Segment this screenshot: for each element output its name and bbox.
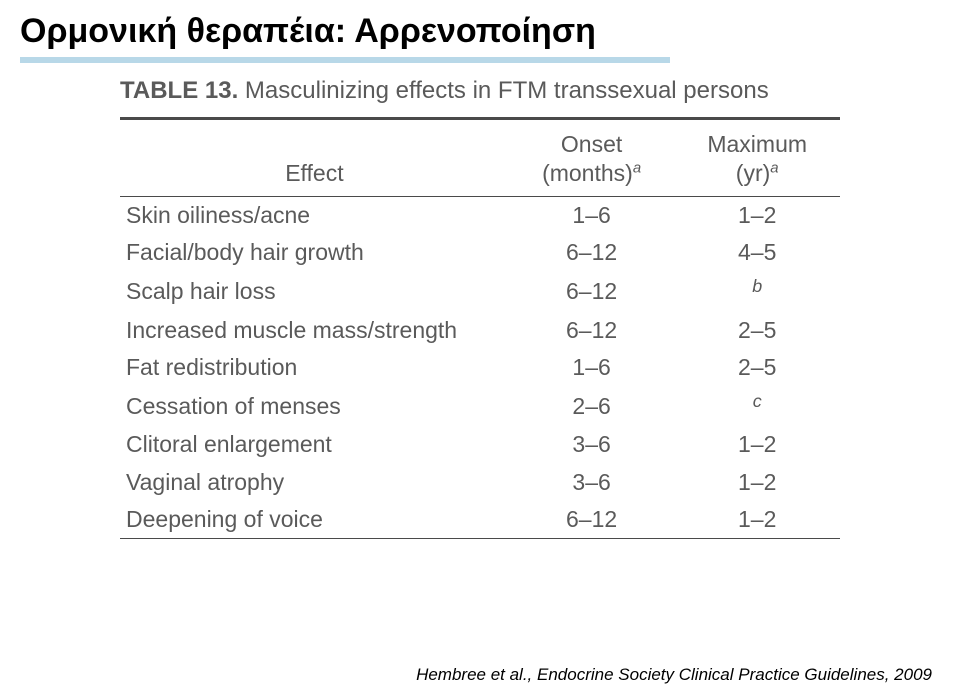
- table-row: Vaginal atrophy3–61–2: [120, 464, 840, 501]
- max-label-2: (yr): [736, 160, 770, 186]
- table-bottom-rule: [120, 538, 840, 539]
- table-container: TABLE 13. Masculinizing effects in FTM t…: [120, 75, 840, 539]
- table-caption-prefix: TABLE 13.: [120, 77, 238, 104]
- effects-table-body: Skin oiliness/acne1–61–2Facial/body hair…: [120, 197, 840, 538]
- cell-max: b: [674, 271, 840, 312]
- cell-max: 1–2: [674, 426, 840, 463]
- cell-onset: 6–12: [509, 234, 675, 271]
- footnote-marker: c: [753, 391, 762, 411]
- max-label-1: Maximum: [707, 131, 807, 157]
- table-row: Deepening of voice6–121–2: [120, 501, 840, 538]
- cell-onset: 1–6: [509, 197, 675, 234]
- effects-table: Effect Onset (months)a Maximum (yr)a: [120, 120, 840, 196]
- table-caption: TABLE 13. Masculinizing effects in FTM t…: [120, 75, 840, 117]
- title-underline: [20, 57, 670, 63]
- cell-onset: 3–6: [509, 464, 675, 501]
- cell-onset: 2–6: [509, 386, 675, 427]
- cell-onset: 6–12: [509, 501, 675, 538]
- footnote-marker: b: [752, 276, 762, 296]
- cell-max: 1–2: [674, 501, 840, 538]
- cell-effect: Scalp hair loss: [120, 271, 509, 312]
- cell-effect: Increased muscle mass/strength: [120, 312, 509, 349]
- max-sup: a: [770, 159, 778, 176]
- cell-onset: 6–12: [509, 312, 675, 349]
- cell-max: 4–5: [674, 234, 840, 271]
- cell-effect: Deepening of voice: [120, 501, 509, 538]
- col-header-effect: Effect: [120, 120, 509, 196]
- cell-max: 1–2: [674, 197, 840, 234]
- slide-title: Ορμονική θεραπέια: Αρρενοποίηση: [0, 0, 960, 57]
- cell-effect: Skin oiliness/acne: [120, 197, 509, 234]
- table-row: Fat redistribution1–62–5: [120, 349, 840, 386]
- table-row: Scalp hair loss6–12 b: [120, 271, 840, 312]
- cell-max: 2–5: [674, 312, 840, 349]
- cell-effect: Vaginal atrophy: [120, 464, 509, 501]
- onset-label-2: (months): [542, 160, 633, 186]
- table-row: Cessation of menses2–6 c: [120, 386, 840, 427]
- cell-onset: 6–12: [509, 271, 675, 312]
- table-header-row: Effect Onset (months)a Maximum (yr)a: [120, 120, 840, 196]
- cell-onset: 1–6: [509, 349, 675, 386]
- onset-label-1: Onset: [561, 131, 622, 157]
- table-row: Facial/body hair growth6–124–5: [120, 234, 840, 271]
- cell-max: 1–2: [674, 464, 840, 501]
- table-row: Clitoral enlargement3–61–2: [120, 426, 840, 463]
- cell-max: c: [674, 386, 840, 427]
- citation: Hembree et al., Endocrine Society Clinic…: [416, 665, 932, 685]
- cell-effect: Facial/body hair growth: [120, 234, 509, 271]
- table-row: Increased muscle mass/strength6–122–5: [120, 312, 840, 349]
- table-row: Skin oiliness/acne1–61–2: [120, 197, 840, 234]
- col-header-max: Maximum (yr)a: [674, 120, 840, 196]
- cell-onset: 3–6: [509, 426, 675, 463]
- cell-max: 2–5: [674, 349, 840, 386]
- cell-effect: Cessation of menses: [120, 386, 509, 427]
- onset-sup: a: [633, 159, 641, 176]
- table-caption-text: Masculinizing effects in FTM transsexual…: [245, 77, 769, 104]
- cell-effect: Clitoral enlargement: [120, 426, 509, 463]
- cell-effect: Fat redistribution: [120, 349, 509, 386]
- col-header-onset: Onset (months)a: [509, 120, 675, 196]
